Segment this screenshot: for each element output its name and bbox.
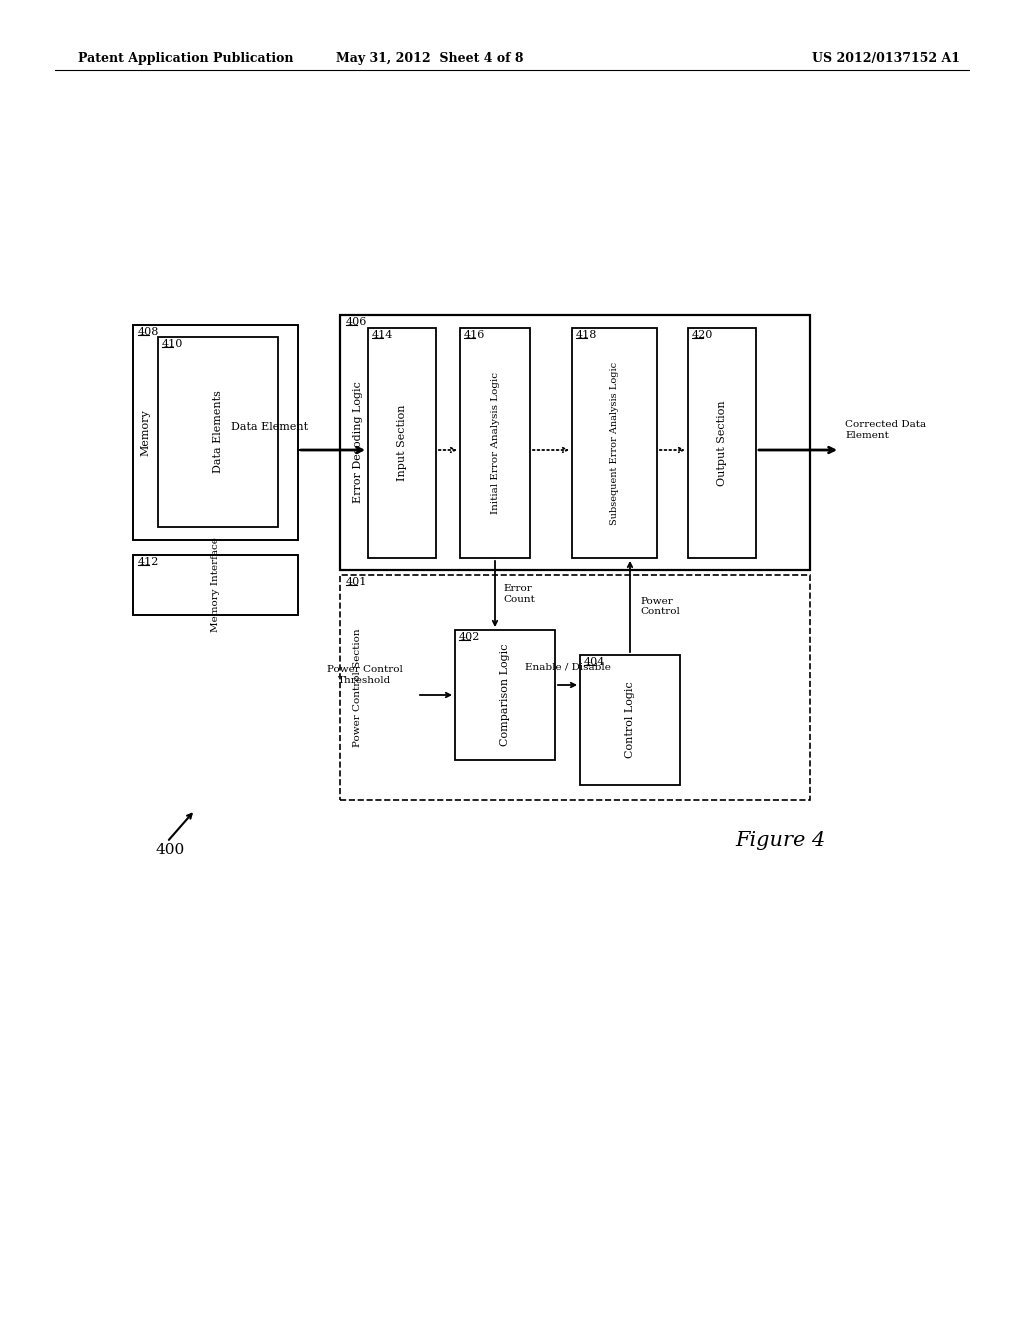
Text: 416: 416 [464,330,485,341]
Text: Patent Application Publication: Patent Application Publication [78,51,294,65]
Bar [340,576,810,800]
Text: Input Section: Input Section [397,405,407,482]
Text: 412: 412 [138,557,160,568]
Text: Control Logic: Control Logic [625,681,635,759]
Bar [455,630,555,760]
Text: 400: 400 [155,843,184,857]
Text: Enable / Disable: Enable / Disable [524,663,610,671]
Text: Data Elements: Data Elements [213,391,223,474]
Text: Memory: Memory [140,409,150,455]
Text: 404: 404 [584,657,605,667]
Bar [158,337,278,527]
Text: Subsequent Error Analysis Logic: Subsequent Error Analysis Logic [610,362,618,524]
Text: May 31, 2012  Sheet 4 of 8: May 31, 2012 Sheet 4 of 8 [336,51,523,65]
Text: 408: 408 [138,327,160,337]
Text: 406: 406 [346,317,368,327]
Text: Power
Control: Power Control [640,597,680,616]
Bar [133,325,298,540]
Text: 418: 418 [575,330,597,341]
Text: Comparison Logic: Comparison Logic [500,644,510,746]
Text: 414: 414 [372,330,393,341]
Bar [460,327,530,558]
Bar [368,327,436,558]
Text: Figure 4: Figure 4 [735,830,825,850]
Text: 401: 401 [346,577,368,587]
Text: Output Section: Output Section [717,400,727,486]
Bar [688,327,756,558]
Text: Error Decoding Logic: Error Decoding Logic [353,381,362,503]
Text: 420: 420 [692,330,714,341]
Text: Data Element: Data Element [231,422,308,432]
Bar [133,554,298,615]
Text: Corrected Data
Element: Corrected Data Element [845,420,926,440]
Text: Memory Interface: Memory Interface [211,537,220,632]
Text: Error
Count: Error Count [503,585,535,603]
Bar [580,655,680,785]
Text: US 2012/0137152 A1: US 2012/0137152 A1 [812,51,961,65]
Text: 402: 402 [459,632,480,642]
Bar [340,315,810,570]
Text: Initial Error Analysis Logic: Initial Error Analysis Logic [490,372,500,513]
Bar [572,327,657,558]
Text: 410: 410 [162,339,183,348]
Text: Power Control
Threshold: Power Control Threshold [327,665,402,685]
Text: Power Control Section: Power Control Section [353,628,362,747]
